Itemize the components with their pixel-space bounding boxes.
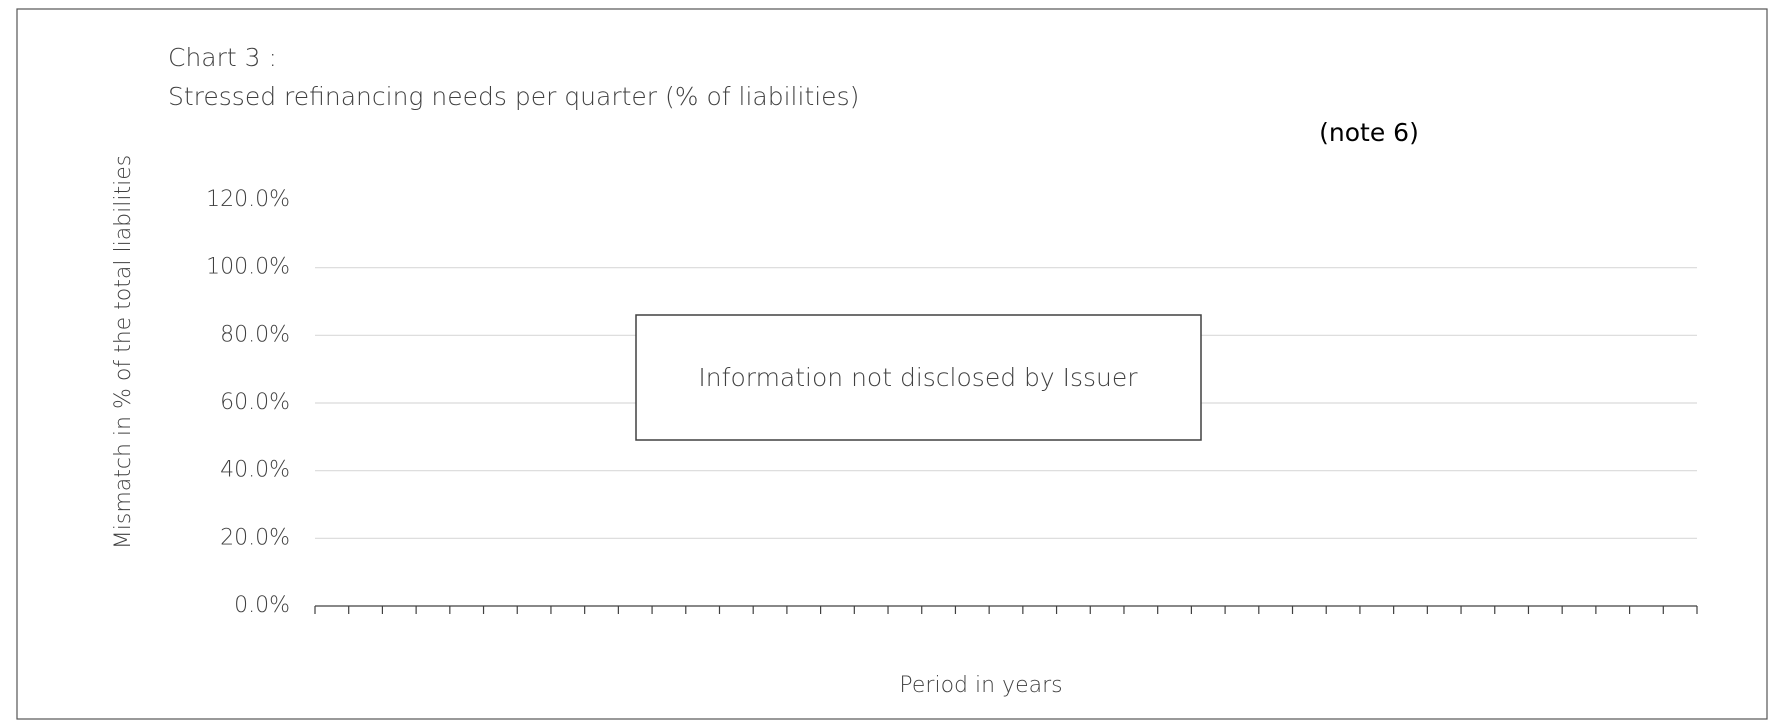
y-tick-label: 0.0% — [234, 593, 290, 618]
annotation-box — [635, 314, 1202, 441]
note: (note 6) — [1319, 118, 1419, 147]
chart-title: Chart 3 : — [168, 43, 277, 72]
y-tick-label: 80.0% — [220, 322, 290, 347]
annotation: Information not disclosed by Issuer — [698, 363, 1138, 392]
y-tick-label: 60.0% — [220, 390, 290, 415]
y-axis-label: Mismatch in % of the total liabilities — [111, 155, 136, 549]
y-tick-label: 120.0% — [206, 187, 290, 212]
y-tick-label: 20.0% — [220, 525, 290, 550]
chart-subtitle: Stressed refinancing needs per quarter (… — [168, 82, 859, 111]
y-tick-label: 100.0% — [206, 255, 290, 280]
x-axis-label: Period in years — [899, 673, 1062, 698]
y-tick-label: 40.0% — [220, 458, 290, 483]
